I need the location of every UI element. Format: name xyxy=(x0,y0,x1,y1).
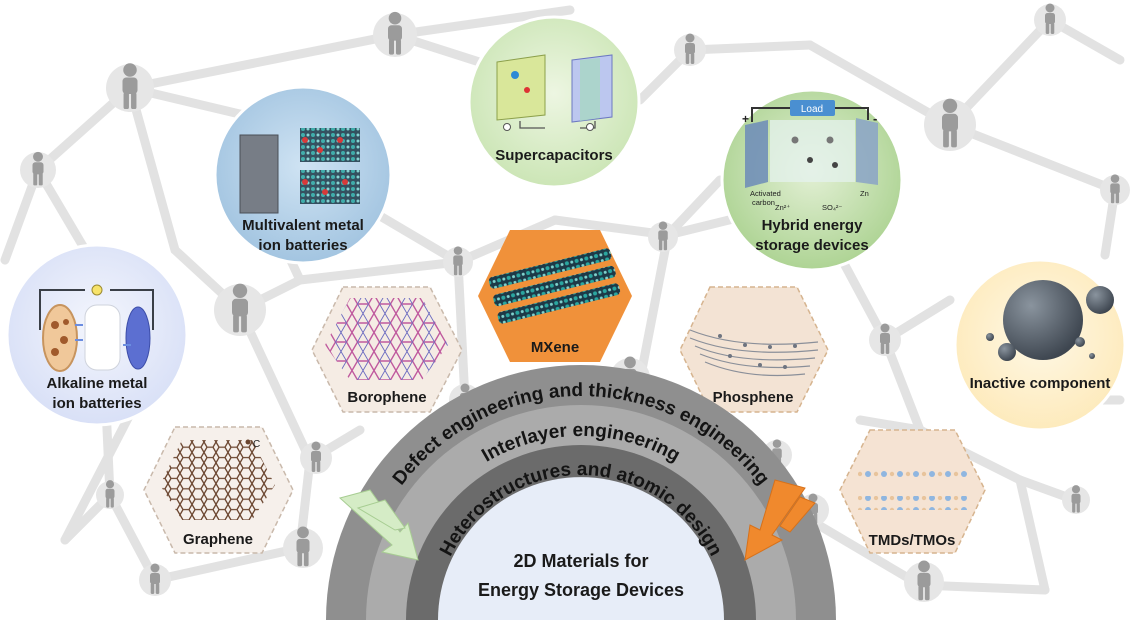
person-node xyxy=(214,283,266,336)
borophene-label: Borophene xyxy=(347,389,426,406)
center-title-line1: 2D Materials for xyxy=(513,551,648,571)
node-alkaline-batteries: Alkaline metal ion batteries xyxy=(5,243,189,427)
person-node xyxy=(1062,485,1090,514)
person-node xyxy=(20,151,56,188)
person-node xyxy=(674,33,706,66)
alkaline-label-line2: ion batteries xyxy=(52,395,141,412)
person-node xyxy=(106,63,154,112)
hybrid-ion-so4: SO₄²⁻ xyxy=(822,203,842,212)
person-node xyxy=(96,480,124,509)
phosphene-label: Phosphene xyxy=(713,389,794,406)
tmds-label: TMDs/TMOs xyxy=(869,532,956,549)
supercapacitor-illustration xyxy=(496,54,613,131)
hybrid-ion-zn: Zn²⁺ xyxy=(775,203,790,212)
arrow-left xyxy=(338,489,419,561)
person-node xyxy=(283,526,323,568)
arrow-right xyxy=(744,479,816,561)
hybrid-carbon-line1: Activated xyxy=(750,189,781,198)
person-node xyxy=(648,221,678,252)
node-supercapacitors: Supercapacitors xyxy=(467,15,641,189)
inactive-label: Inactive component xyxy=(970,375,1111,392)
multivalent-label-line1: Multivalent metal xyxy=(242,217,364,234)
person-node xyxy=(300,441,332,474)
node-hybrid-devices: Load + - Activated carbon Zn Zn²⁺ SO₄²⁻ … xyxy=(720,88,904,272)
hybrid-label-line1: Hybrid energy xyxy=(762,217,864,234)
person-node xyxy=(373,11,417,57)
mxene-label: MXene xyxy=(531,339,579,356)
hybrid-load-text: Load xyxy=(801,104,823,115)
multivalent-battery-illustration xyxy=(239,128,360,214)
person-node xyxy=(139,563,171,596)
arc-center-fill xyxy=(438,477,724,620)
hex-tmds-tmos: TMDs/TMOs xyxy=(839,429,986,554)
supercapacitors-label: Supercapacitors xyxy=(495,147,613,164)
graphene-atom-label: C xyxy=(253,439,260,450)
person-node xyxy=(443,246,473,277)
hybrid-plus-text: + xyxy=(742,112,749,126)
person-node xyxy=(869,323,901,356)
node-multivalent-batteries: Multivalent metal ion batteries xyxy=(213,85,393,265)
hybrid-zn-text: Zn xyxy=(860,189,869,198)
hex-mxene: MXene xyxy=(478,230,632,362)
graphene-label: Graphene xyxy=(183,531,253,548)
inactive-spheres-illustration xyxy=(986,280,1114,361)
alkaline-battery-illustration xyxy=(39,284,154,372)
person-node xyxy=(1034,3,1066,36)
hex-phosphene: Phosphene xyxy=(679,286,829,413)
network-nodes xyxy=(20,3,1130,602)
hex-borophene: Borophene xyxy=(311,286,463,413)
center-title-line2: Energy Storage Devices xyxy=(478,580,684,600)
strategy-arcs: Defect engineering and thickness enginee… xyxy=(326,365,836,620)
alkaline-label-line1: Alkaline metal xyxy=(47,375,148,392)
multivalent-label-line2: ion batteries xyxy=(258,237,347,254)
node-inactive-component: Inactive component xyxy=(953,258,1127,432)
hybrid-label-line2: storage devices xyxy=(755,237,868,254)
hybrid-minus-text: - xyxy=(873,111,877,126)
person-node xyxy=(1100,174,1130,205)
hybrid-carbon-line2: carbon xyxy=(752,198,775,207)
hybrid-device-illustration: Load + - Activated carbon Zn Zn²⁺ SO₄²⁻ xyxy=(742,100,878,212)
hex-graphene: C Graphene xyxy=(143,426,294,554)
person-node xyxy=(924,98,976,151)
person-node xyxy=(904,560,944,602)
